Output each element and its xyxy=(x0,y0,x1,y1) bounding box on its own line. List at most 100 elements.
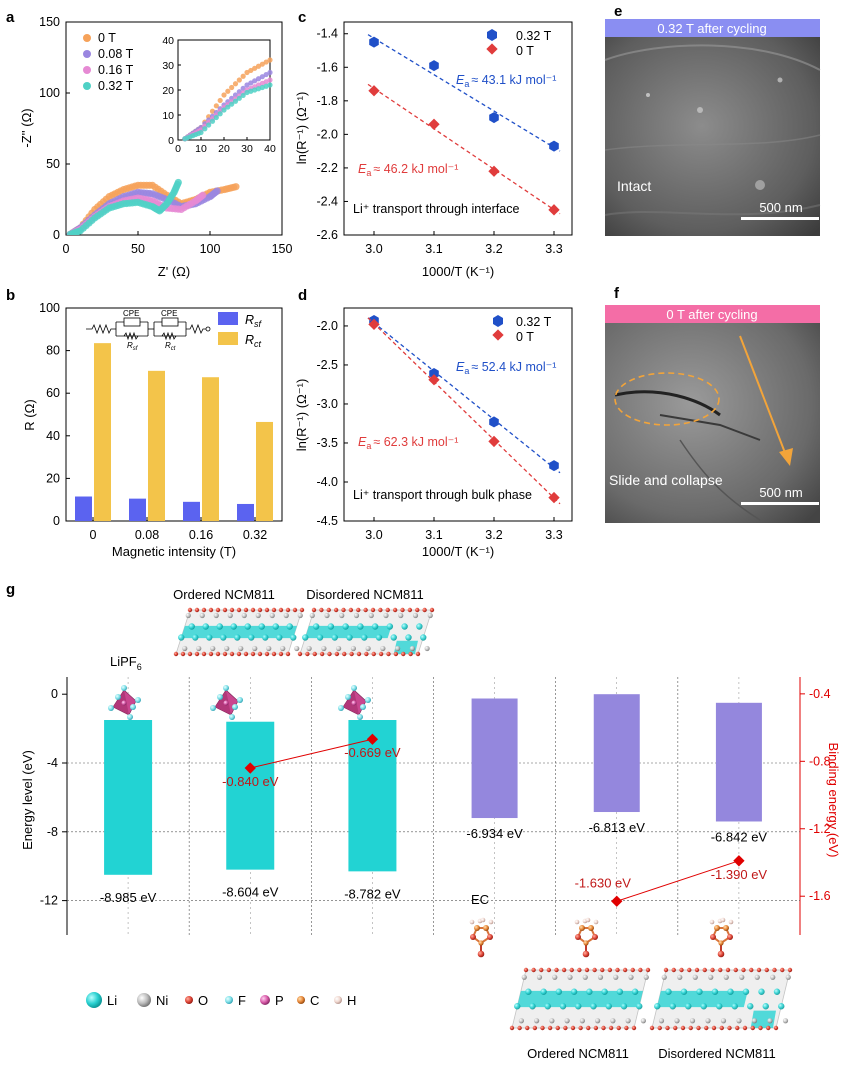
li-layer xyxy=(517,990,643,1008)
axis-ticks-d: 3.0 3.1 3.2 3.3 -2.0 -2.5 -3.0 -3.5 -4.0 -4.5 xyxy=(316,319,562,542)
y-tick-label: -3.0 xyxy=(316,397,338,411)
data-point-a xyxy=(174,178,182,187)
o-atom xyxy=(319,607,324,613)
bar-rsf xyxy=(75,496,92,521)
ni-atom xyxy=(398,612,404,619)
o-atom xyxy=(319,651,325,657)
li-atom xyxy=(605,1003,612,1010)
axis-ticks-b: 0 20 40 60 80 100 0 0.08 0.16 0.32 xyxy=(39,301,267,542)
legend-rsf-main: R xyxy=(245,313,254,327)
bar-rct xyxy=(148,370,165,521)
inset-data-point xyxy=(213,103,219,109)
li-atom xyxy=(331,634,338,641)
legend-swatch-rsf xyxy=(218,312,238,325)
legend-rct-main: R xyxy=(245,333,254,347)
sem-scale-text-e: 500 nm xyxy=(759,200,802,215)
energy-value-label: -6.934 eV xyxy=(466,826,523,841)
o-atom xyxy=(236,607,242,613)
ni-atom xyxy=(767,1018,773,1024)
c-atom xyxy=(588,925,594,931)
li-atom xyxy=(540,988,547,995)
legend-rct: Rct xyxy=(245,333,262,349)
ni-atom xyxy=(185,612,191,619)
h-atom xyxy=(728,919,734,925)
o-atom xyxy=(363,607,368,613)
o-atom xyxy=(671,967,676,973)
ni-atom xyxy=(309,612,315,619)
c-atom xyxy=(723,925,729,931)
binding-line xyxy=(616,860,740,902)
c-atom xyxy=(483,925,489,931)
inset-data-point xyxy=(217,111,223,117)
circuit-cpe-1 xyxy=(123,317,141,327)
energy-value-label: -8.985 eV xyxy=(100,890,157,905)
f-atom xyxy=(365,697,371,703)
li-atom xyxy=(570,988,578,995)
y-axis-title-c: ln(R⁻¹) (Ω⁻¹) xyxy=(294,92,309,165)
o-atom xyxy=(509,1025,515,1031)
o-atom xyxy=(385,607,390,613)
highlight-ellipse xyxy=(614,372,720,426)
ni-atom xyxy=(661,974,667,980)
legend-marker-c-red xyxy=(486,43,498,55)
ni-atom xyxy=(427,612,433,619)
o-atom xyxy=(415,651,421,657)
lipf6-molecule xyxy=(108,685,141,720)
o-atom xyxy=(285,607,291,613)
y-tick-label-g-left: -8 xyxy=(47,825,58,839)
inset-data-point xyxy=(244,69,250,76)
circuit-label-rct-main: R xyxy=(165,341,171,350)
o-atom xyxy=(749,967,754,973)
data-point-a xyxy=(232,183,240,191)
legend-marker-d-red xyxy=(492,329,504,341)
scale-bar-e xyxy=(741,217,819,220)
o-atom xyxy=(236,651,242,657)
o-atom xyxy=(187,607,193,613)
x-tick-label-a: 0 xyxy=(63,242,70,256)
legend-rct-sub: ct xyxy=(254,339,262,349)
inset-y-tick-label: 0 xyxy=(168,135,174,147)
o-atom xyxy=(222,607,228,613)
p-atom xyxy=(351,700,357,706)
li-atom xyxy=(230,623,237,630)
legend-marker-d-blue xyxy=(493,315,503,327)
ni-atom xyxy=(595,1018,601,1024)
o-atom xyxy=(422,607,427,613)
ni-atom xyxy=(720,1018,727,1024)
ni-atom xyxy=(552,974,558,980)
o-atom xyxy=(710,934,716,940)
o-atom xyxy=(616,1025,621,1031)
data-point-diamond xyxy=(428,118,440,130)
y-tick-label-b: 60 xyxy=(46,386,60,400)
o-atom xyxy=(264,607,270,613)
y-axis-title-b: R (Ω) xyxy=(22,399,37,430)
ea-symbol-c-blue: E xyxy=(456,73,465,87)
ni-atom xyxy=(782,1018,789,1024)
h-atom xyxy=(488,919,494,925)
o-atom xyxy=(547,1025,553,1031)
data-point-hexagon xyxy=(429,368,439,379)
li-atom xyxy=(773,988,781,995)
circuit-cpe-2 xyxy=(161,317,179,327)
li-atom xyxy=(416,623,423,630)
h-atom xyxy=(480,917,486,923)
ea-sub-c-red: a xyxy=(366,168,371,178)
atom-legend: Li Ni O F P C H xyxy=(86,992,356,1008)
lipf6-molecule-disordered xyxy=(338,685,371,720)
ni-atom xyxy=(625,1018,631,1024)
note-c: Li⁺ transport through interface xyxy=(353,202,519,216)
energy-value-label: -6.842 eV xyxy=(711,829,768,844)
ni-atom xyxy=(213,612,219,619)
li-atom xyxy=(188,623,195,630)
pf6-face xyxy=(215,690,231,715)
x-tick-label: 3.0 xyxy=(365,242,382,256)
sem-grain-edge-f xyxy=(679,439,761,521)
lipf6-molecule-ordered xyxy=(210,685,243,720)
li-atom xyxy=(206,634,213,641)
f-atom xyxy=(237,697,243,703)
pf6-face xyxy=(343,690,359,715)
li-atom xyxy=(272,623,279,630)
o-atom xyxy=(696,1025,701,1031)
circuit-terminal xyxy=(205,326,211,332)
ni-atom xyxy=(353,612,360,619)
